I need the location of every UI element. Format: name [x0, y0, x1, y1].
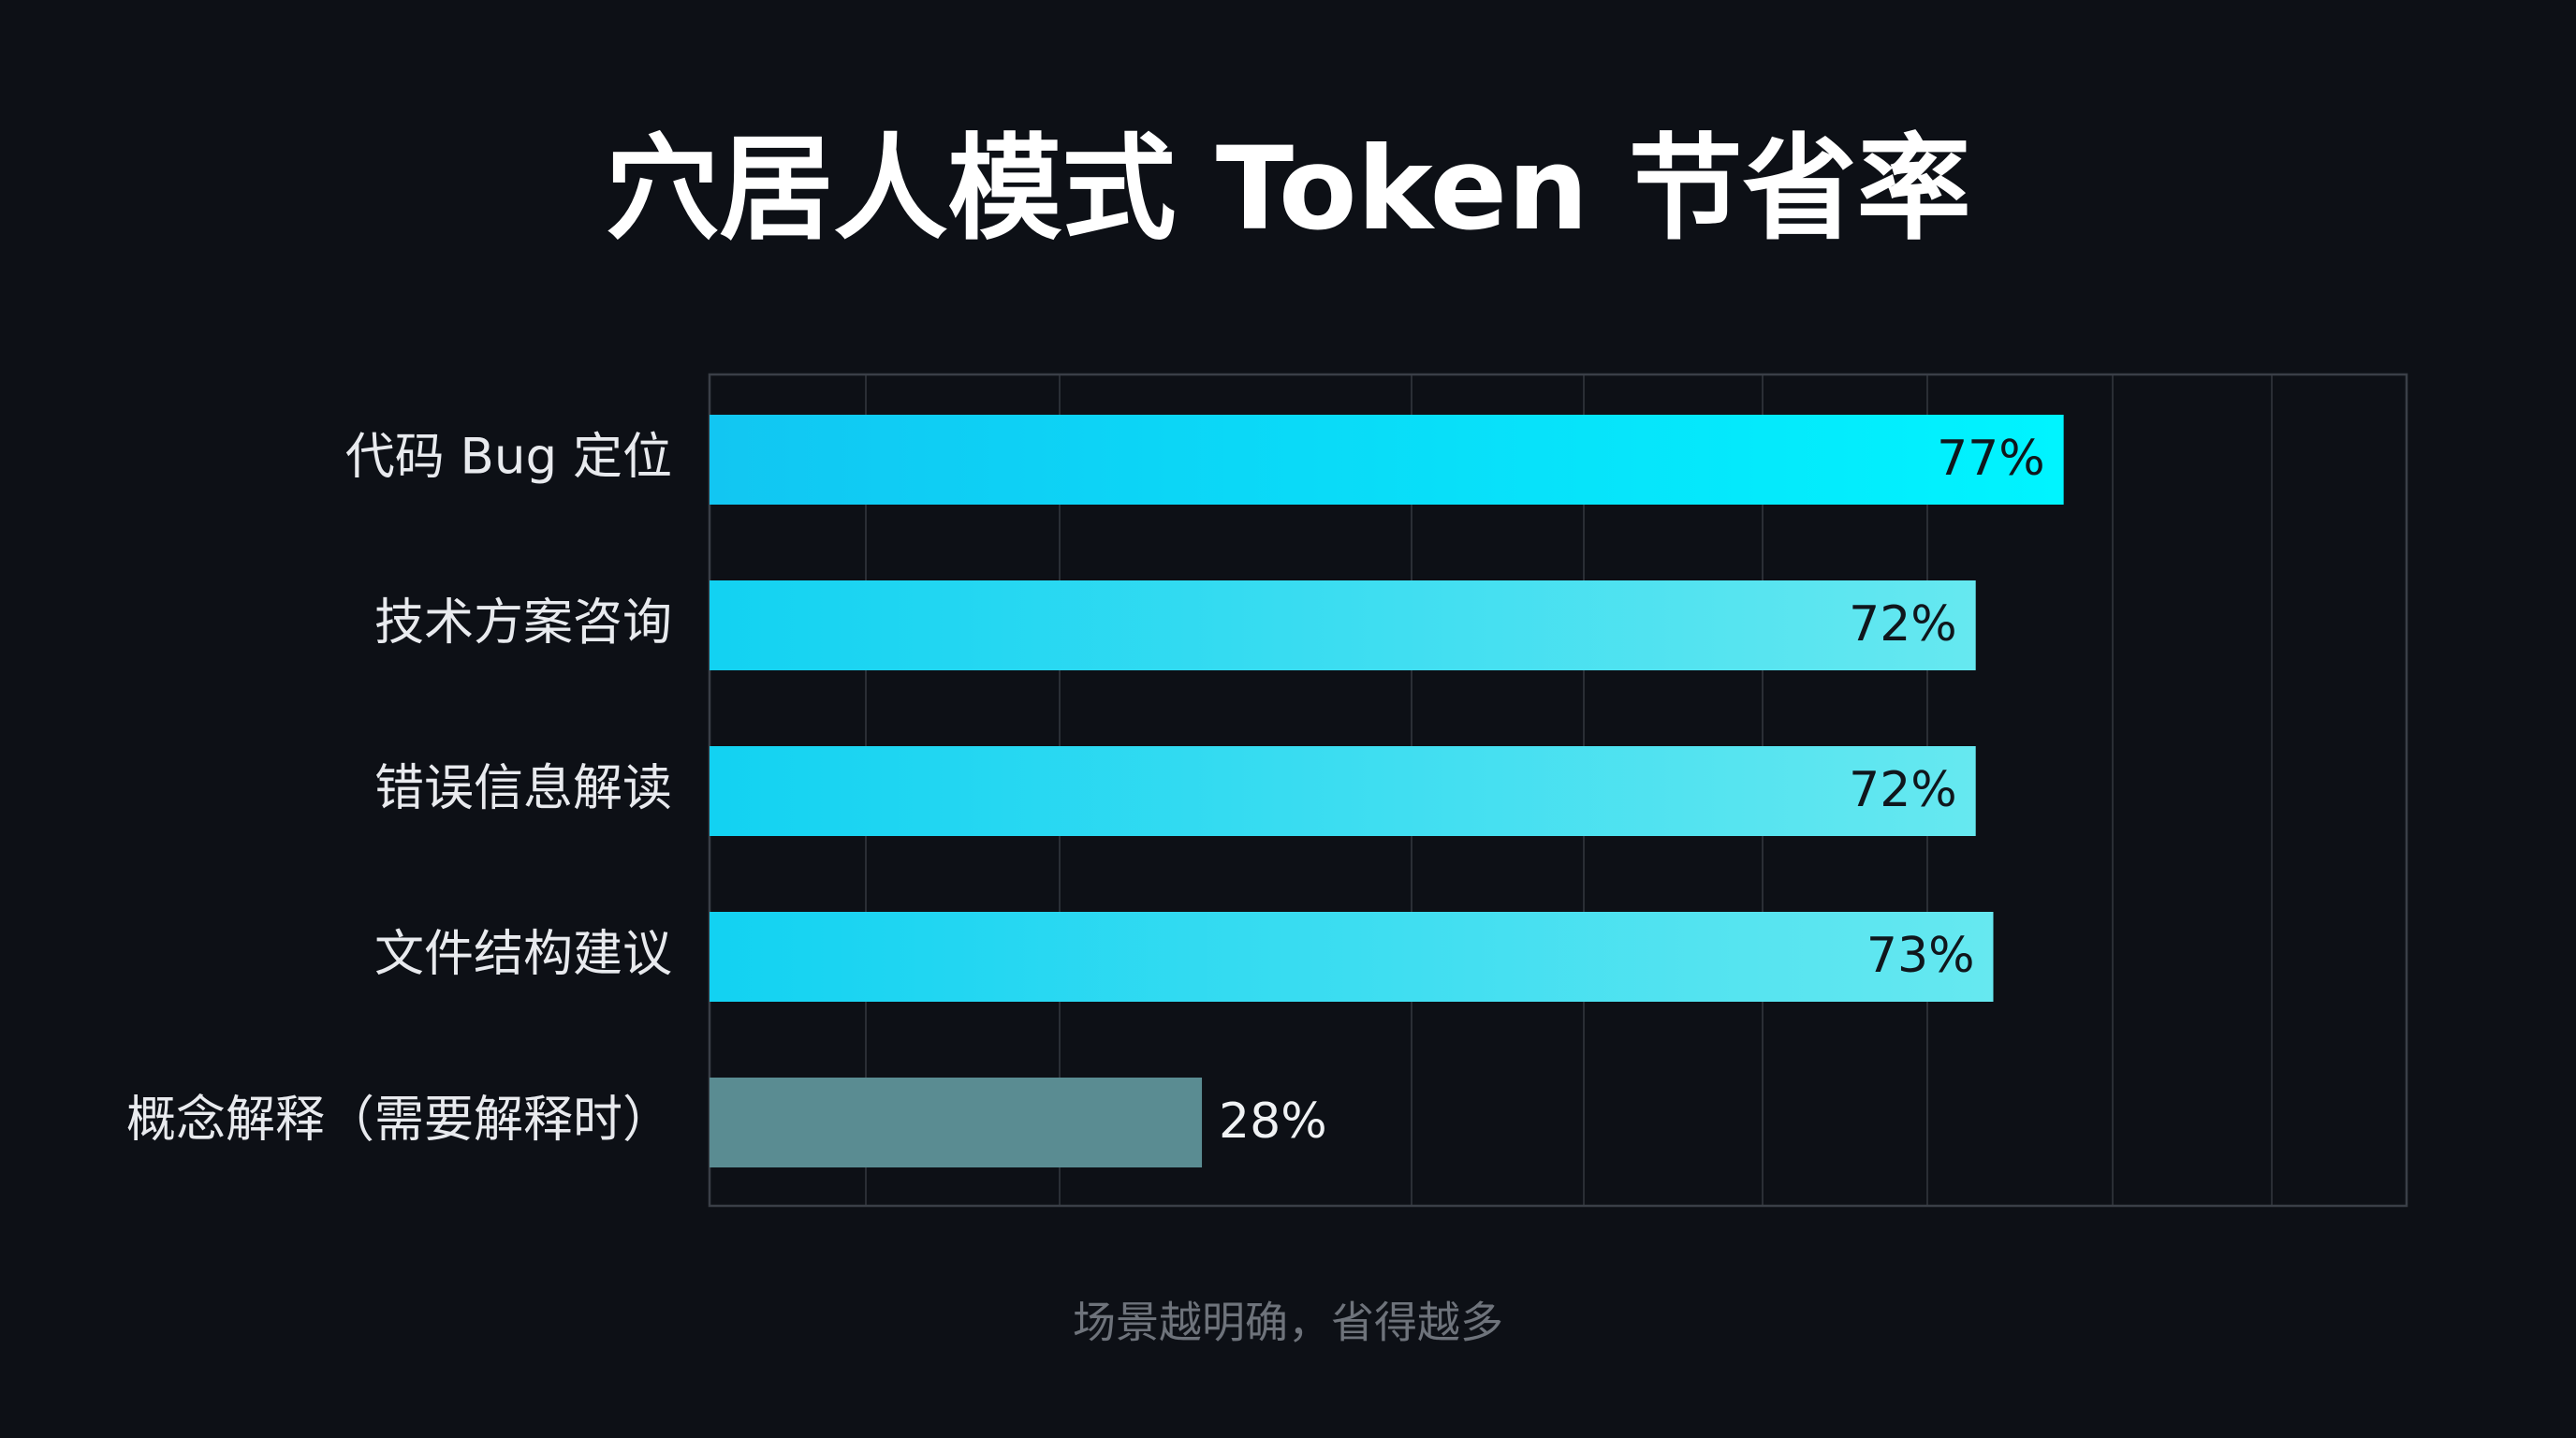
bar — [710, 746, 1976, 836]
category-label: 技术方案咨询 — [374, 594, 672, 652]
bar — [710, 415, 2064, 505]
bar — [710, 580, 1976, 670]
value-label: 72% — [1849, 762, 1957, 818]
value-label: 72% — [1849, 596, 1957, 653]
category-label: 错误信息解读 — [374, 760, 672, 817]
value-label: 73% — [1866, 928, 1975, 984]
value-label: 77% — [1937, 431, 2045, 487]
chart-title: 穴居人模式 Token 节省率 — [605, 123, 1970, 256]
category-label: 文件结构建议 — [374, 926, 672, 983]
bar — [710, 1078, 1203, 1167]
bar — [710, 912, 1994, 1002]
category-label: 概念解释（需要解释时） — [126, 1092, 672, 1149]
value-label: 28% — [1219, 1093, 1327, 1150]
subtitle: 场景越明确，省得越多 — [1073, 1298, 1503, 1348]
category-label: 代码 Bug 定位 — [345, 429, 672, 486]
